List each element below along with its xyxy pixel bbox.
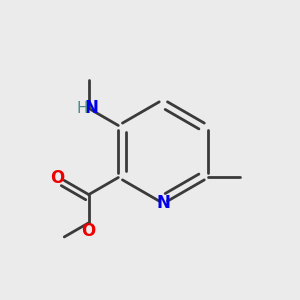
Text: N: N: [85, 99, 99, 117]
Text: O: O: [51, 169, 65, 187]
Text: N: N: [156, 194, 170, 212]
Text: O: O: [82, 222, 96, 240]
Text: H: H: [76, 101, 88, 116]
